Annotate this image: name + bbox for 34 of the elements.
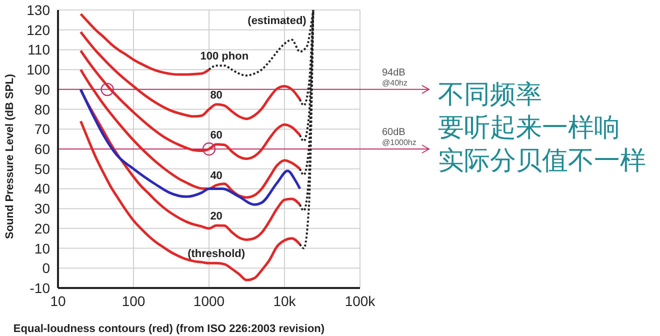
annotation: (estimated) — [248, 14, 307, 27]
annotation: 100 phon — [200, 50, 249, 63]
annotation: 20 — [210, 210, 222, 222]
y-tick-label: 80 — [34, 101, 50, 118]
y-tick-label: 70 — [34, 121, 50, 138]
y-tick-label: 110 — [28, 42, 50, 58]
y-axis-title: Sound Pressure Level (dB SPL) — [4, 74, 16, 239]
y-tick-label: 0 — [42, 260, 50, 276]
annotation: (threshold) — [188, 248, 246, 260]
y-tick-label: 10 — [34, 240, 50, 256]
y-tick-label: 60 — [34, 140, 50, 157]
y-tick-label: 120 — [26, 22, 50, 38]
text: 要听起来一样响 — [438, 113, 620, 143]
x-tick-label: 10 — [50, 292, 66, 309]
y-tick-label: 100 — [26, 62, 50, 78]
x-axis-title: Equal-loudness contours (red) (from ISO 226:2003 revision) — [13, 323, 325, 335]
ref-line-label: 94dB @40hz — [382, 67, 408, 88]
text: 实际分贝值不一样 — [438, 146, 646, 176]
y-tick-label: 90 — [34, 81, 50, 98]
annotation: 40 — [210, 170, 222, 182]
y-tick-label: 50 — [34, 160, 50, 177]
y-tick-label: -10 — [30, 280, 50, 296]
annotation: 80 — [210, 89, 222, 102]
x-tick-label: 100k — [344, 292, 376, 309]
y-tick-label: 130 — [26, 2, 50, 18]
x-tick-label: 10k — [273, 292, 297, 309]
x-tick-label: 100 — [122, 292, 146, 309]
text: 不同频率 — [438, 80, 542, 110]
y-tick-label: 40 — [34, 180, 50, 197]
annotation: 60 — [210, 129, 222, 142]
x-tick-label: 1000 — [193, 292, 225, 309]
y-tick-label: 30 — [34, 200, 50, 217]
y-tick-label: 20 — [34, 220, 50, 236]
ref-line-label: 60dB @1000hz — [382, 127, 416, 147]
